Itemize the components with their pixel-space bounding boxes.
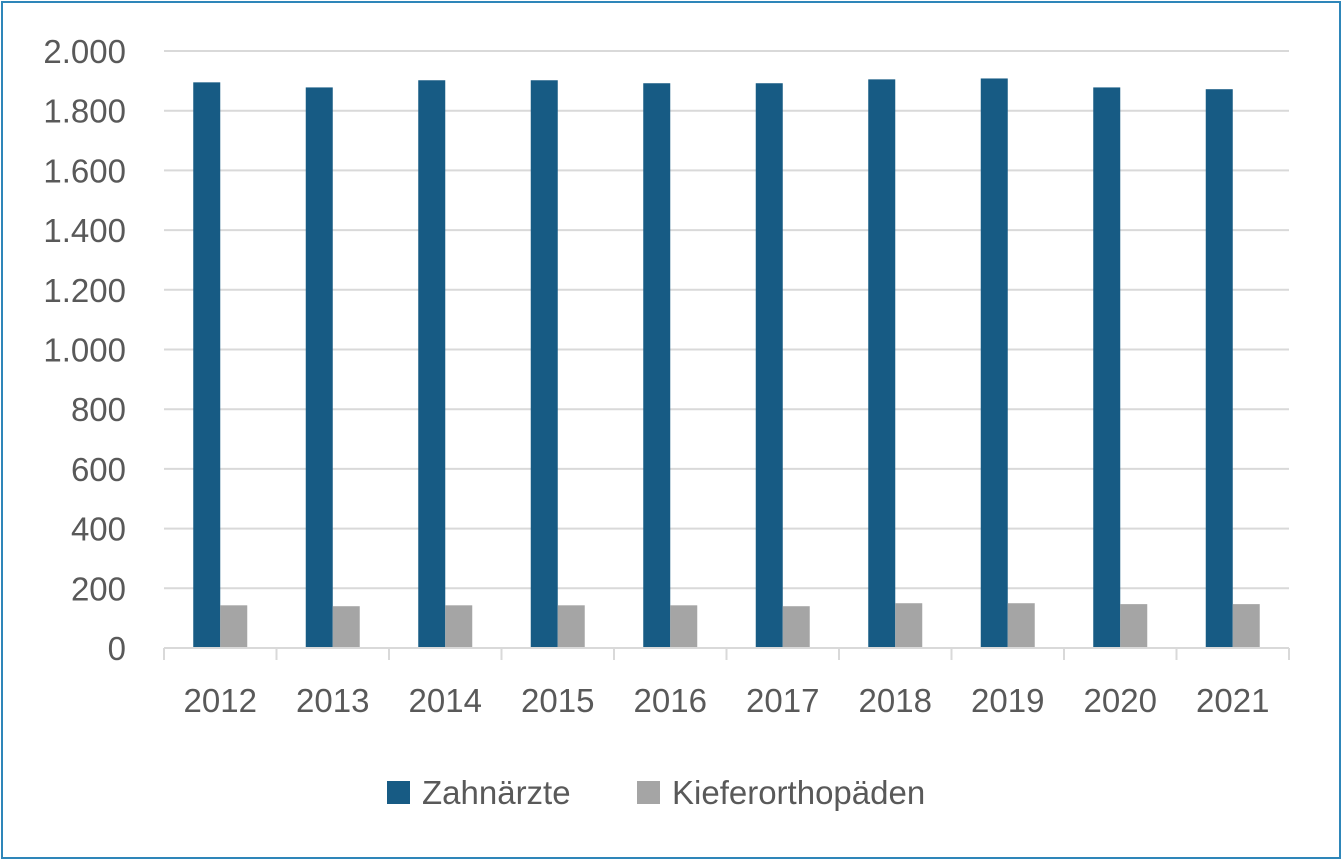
bar-kieferorthopaeden-2017 [782, 606, 810, 648]
y-tick-label: 0 [108, 630, 126, 667]
bar-zahnaerzte-2020 [1093, 87, 1121, 649]
bar-kieferorthopaeden-2020 [1120, 604, 1148, 648]
bar-zahnaerzte-2018 [868, 79, 896, 649]
x-tick-label: 2012 [184, 682, 257, 719]
bar-kieferorthopaeden-2019 [1007, 603, 1035, 648]
x-tick-label: 2015 [521, 682, 594, 719]
y-tick-label: 1.200 [43, 272, 126, 309]
bar-kieferorthopaeden-2014 [445, 605, 473, 648]
y-tick-label: 600 [71, 451, 126, 488]
x-tick-label: 2017 [746, 682, 819, 719]
y-tick-label: 2.000 [43, 33, 126, 70]
y-tick-label: 1.800 [43, 93, 126, 130]
bar-kieferorthopaeden-2015 [557, 605, 585, 648]
y-tick-label: 1.000 [43, 332, 126, 369]
bars [193, 78, 1260, 649]
x-tick-label: 2018 [859, 682, 932, 719]
x-axis [163, 647, 1290, 660]
x-tick-label: 2016 [634, 682, 707, 719]
bar-zahnaerzte-2013 [305, 87, 333, 649]
bar-zahnaerzte-2015 [530, 80, 558, 649]
y-tick-label: 400 [71, 511, 126, 548]
x-tick-label: 2013 [296, 682, 369, 719]
legend-label: Kieferorthopäden [672, 774, 925, 811]
y-tick-label: 1.600 [43, 152, 126, 189]
legend-swatch [387, 781, 410, 804]
x-tick-label: 2020 [1084, 682, 1157, 719]
y-tick-label: 1.400 [43, 212, 126, 249]
legend-swatch [637, 781, 660, 804]
bar-kieferorthopaeden-2018 [895, 603, 923, 648]
bar-zahnaerzte-2014 [418, 80, 446, 649]
x-tick-label: 2019 [971, 682, 1044, 719]
bar-zahnaerzte-2016 [643, 83, 671, 649]
y-tick-label: 200 [71, 570, 126, 607]
bar-zahnaerzte-2017 [755, 83, 783, 649]
legend-label: Zahnärzte [422, 774, 571, 811]
bar-zahnaerzte-2012 [193, 82, 221, 648]
x-tick-labels: 2012 2013 2014 2015 2016 2017 2018 2019 2020 2021 [184, 682, 1270, 719]
bar-zahnaerzte-2019 [980, 78, 1008, 649]
bar-kieferorthopaeden-2013 [332, 606, 360, 648]
legend: Zahnärzte Kieferorthopäden [387, 774, 925, 811]
y-tick-label: 800 [71, 391, 126, 428]
bar-kieferorthopaeden-2016 [670, 605, 698, 648]
x-tick-label: 2021 [1196, 682, 1269, 719]
bar-kieferorthopaeden-2012 [220, 605, 248, 648]
bar-kieferorthopaeden-2021 [1232, 604, 1260, 648]
x-tick-label: 2014 [409, 682, 482, 719]
bar-zahnaerzte-2021 [1205, 89, 1233, 648]
y-tick-labels: 0 200 400 600 800 1.000 1.200 1.400 1.600 1.800 2.… [43, 33, 126, 667]
